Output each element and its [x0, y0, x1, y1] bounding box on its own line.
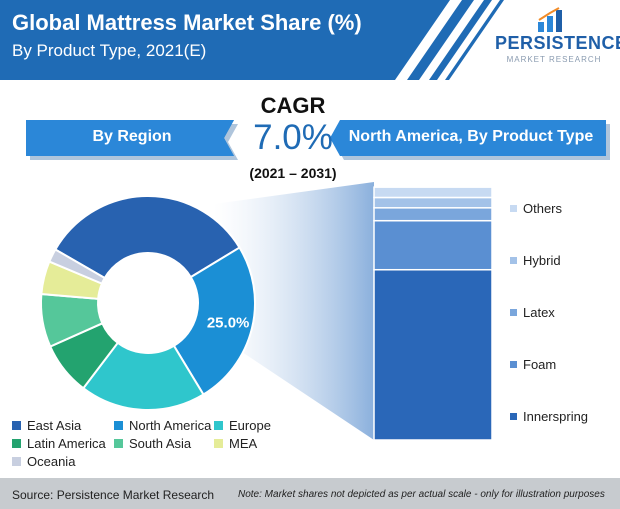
legend-label: South Asia [129, 436, 192, 451]
cagr-label: CAGR [260, 93, 326, 118]
product-type-legend-item: Foam [510, 357, 556, 372]
product-type-legend-item: Hybrid [510, 253, 561, 268]
legend-swatch [510, 205, 517, 212]
legend-label: Hybrid [523, 253, 561, 268]
legend-label: Europe [229, 418, 271, 433]
donut-slice-north-america [172, 246, 256, 396]
donut-data-label: 25.0% [207, 315, 250, 332]
region-legend-item: MEA [214, 436, 257, 451]
legend-label: Others [523, 201, 563, 216]
legend-swatch [510, 257, 517, 264]
column-segment-foam [373, 219, 493, 271]
legend-label: Innerspring [523, 409, 589, 424]
zoom-connector [214, 182, 374, 440]
chart-subtitle: By Product Type, 2021(E) [12, 41, 207, 60]
legend-label: Foam [523, 357, 557, 372]
logo-tagline: MARKET RESEARCH [506, 55, 602, 64]
region-legend-item: North America [114, 418, 211, 433]
legend-swatch [214, 421, 223, 430]
logo-icon [538, 7, 562, 32]
legend-label: Latex [523, 305, 555, 320]
legend-label: North America [129, 418, 212, 433]
source-text: Source: Persistence Market Research [12, 488, 215, 502]
column-segment-hybrid [373, 196, 493, 209]
column-segment-latex [373, 207, 493, 222]
region-ribbon-label: By Region [92, 128, 172, 145]
legend-swatch [510, 309, 517, 316]
donut-slice-oceania [48, 248, 107, 285]
product-type-legend-item: Others [510, 201, 562, 216]
legend-label: MEA [229, 436, 258, 451]
legend-swatch [12, 439, 21, 448]
north-america-ribbon [330, 120, 610, 160]
cagr-period: (2021 – 2031) [249, 165, 337, 181]
region-legend-item: East Asia [12, 418, 81, 433]
legend-label: Latin America [27, 436, 106, 451]
legend-label: Oceania [27, 454, 76, 469]
region-donut: 25.0% [40, 195, 256, 411]
product-type-column [373, 186, 493, 441]
legend-label: East Asia [27, 418, 82, 433]
logo-wordmark: PERSISTENCE [495, 33, 620, 53]
cagr-value: 7.0% [253, 118, 333, 157]
column-segment-others [373, 186, 493, 199]
footer-bar [0, 478, 620, 509]
legend-swatch [12, 421, 21, 430]
column-segment-innerspring [373, 268, 493, 441]
legend-swatch [214, 439, 223, 448]
region-legend-item: Latin America [12, 436, 106, 451]
legend-swatch [510, 413, 517, 420]
legend-swatch [114, 439, 123, 448]
north-america-ribbon-label: North America, By Product Type [348, 128, 594, 145]
legend-swatch [12, 457, 21, 466]
header-banner [0, 0, 504, 80]
footnote: Note: Market shares not depicted as per … [238, 489, 605, 500]
chart-title: Global Mattress Market Share (%) [12, 10, 362, 35]
legend-swatch [510, 361, 517, 368]
region-legend-item: Europe [214, 418, 271, 433]
region-legend-item: South Asia [114, 436, 191, 451]
region-legend-item: Oceania [12, 454, 75, 469]
legend-swatch [114, 421, 123, 430]
donut-slice-east-asia [53, 195, 241, 280]
region-ribbon [26, 120, 238, 160]
product-type-legend-item: Innerspring [510, 409, 588, 424]
product-type-legend-item: Latex [510, 305, 555, 320]
